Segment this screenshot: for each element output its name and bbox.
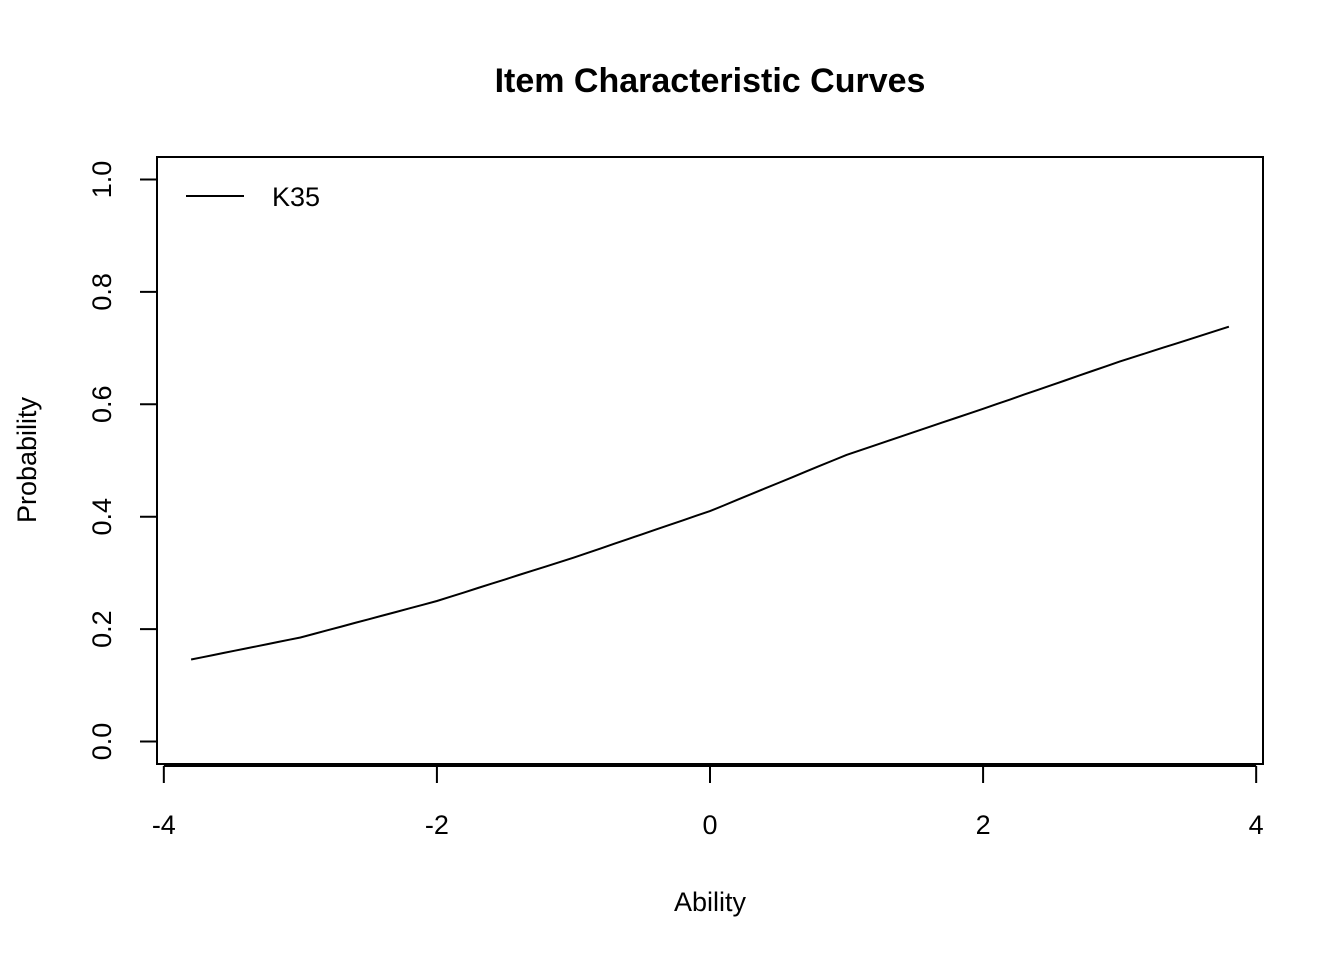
y-tick-label: 0.8 [87,273,117,311]
legend-label-k35: K35 [272,182,320,212]
series-line-k35 [190,325,1230,661]
y-tick-label: 1.0 [87,161,117,199]
chart-title: Item Characteristic Curves [495,62,926,100]
y-tick-label: 0.0 [87,723,117,761]
x-tick-label: 0 [702,810,717,840]
y-axis-label: Probability [12,396,42,523]
y-tick-label: 0.2 [87,610,117,648]
legend: K35 [186,182,320,212]
x-tick-label: -4 [152,810,176,840]
series-layer [190,325,1230,661]
plot-frame [156,156,1264,765]
y-tick-label: 0.6 [87,386,117,424]
x-tick-label: 2 [976,810,991,840]
x-tick-label: 4 [1249,810,1264,840]
x-axis: -4 -2 0 2 4 [152,765,1264,840]
x-axis-label: Ability [674,887,747,917]
y-tick-label: 0.4 [87,498,117,536]
y-axis: 0.0 0.2 0.4 0.6 0.8 1.0 [87,161,158,761]
x-tick-label: -2 [425,810,449,840]
